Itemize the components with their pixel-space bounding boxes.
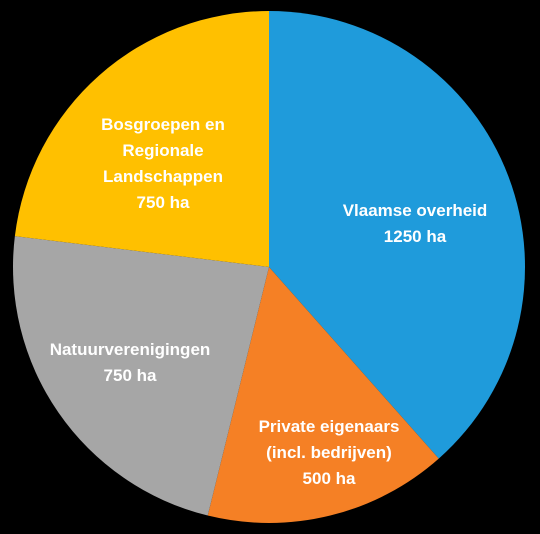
slice-label-1-line-2: 1250 ha <box>384 227 447 246</box>
slice-label-3-line-2: 750 ha <box>104 366 157 385</box>
slice-label-1: Vlaamse overheid 1250 ha <box>343 201 488 246</box>
slice-label-1-line-1: Vlaamse overheid <box>343 201 488 220</box>
slice-label-4-line-3: Landschappen <box>103 167 223 186</box>
pie-slice-1 <box>269 11 526 459</box>
pie-labels: Vlaamse overheid 1250 ha Private eigenaars… <box>50 115 488 488</box>
pie-slice-3 <box>13 236 270 516</box>
pie-slices <box>13 11 526 523</box>
slice-label-2-line-3: 500 ha <box>303 469 356 488</box>
slice-label-3: Natuurverenigingen 750 ha <box>50 340 211 385</box>
slice-label-2-line-1: Private eigenaars <box>259 417 400 436</box>
slice-label-4-line-4: 750 ha <box>137 193 190 212</box>
pie-slice-4 <box>14 11 270 267</box>
slice-label-3-line-1: Natuurverenigingen <box>50 340 211 359</box>
pie-slice-2 <box>207 267 439 523</box>
slice-label-2: Private eigenaars (incl. bedrijven) 500 ha <box>259 417 400 488</box>
slice-label-2-line-2: (incl. bedrijven) <box>266 443 392 462</box>
slice-label-4-line-1: Bosgroepen en <box>101 115 225 134</box>
slice-label-4: Bosgroepen en Regionale Landschappen 750 ha <box>101 115 225 212</box>
slice-label-4-line-2: Regionale <box>122 141 203 160</box>
